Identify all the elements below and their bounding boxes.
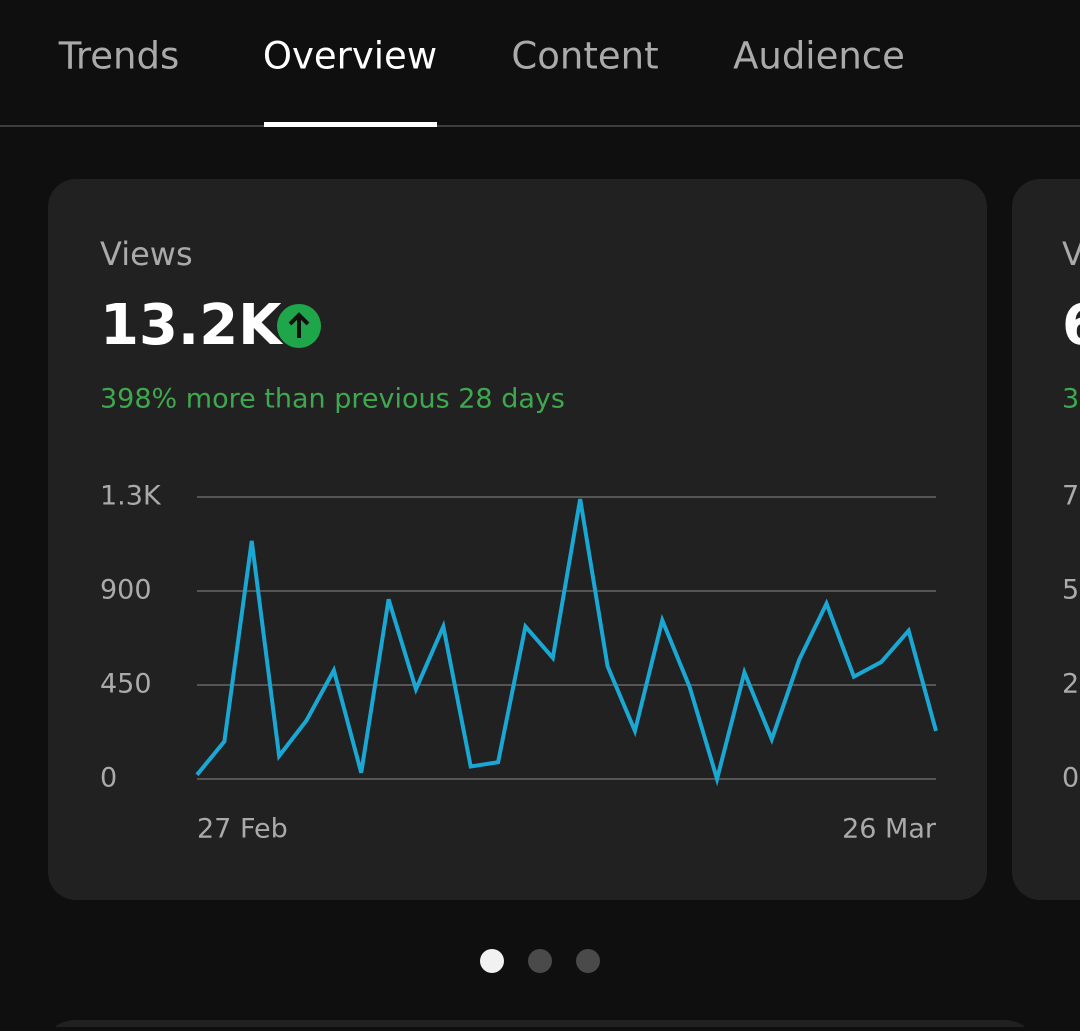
x-tick-label: 27 Feb [197,814,288,845]
y-tick-label: 450 [100,669,152,700]
y-tick-label: 1.3K [100,481,162,512]
next-card-title: V [1062,235,1080,273]
x-tick-label: 26 Mar [842,814,937,845]
page-dot[interactable] [480,949,504,973]
y-tick-label: 0 [100,763,117,794]
next-card-tick: 2 [1062,669,1079,700]
line [195,498,938,787]
next-card-tick: 0 [1062,763,1079,794]
next-section [50,1020,1030,1031]
tab-divider [0,125,1080,127]
card-value: 13.2K [100,293,284,358]
card-title: Views [100,235,193,273]
tab[interactable]: Trends [58,35,180,78]
card[interactable] [48,179,987,900]
next-card-tick: 7 [1062,481,1079,512]
next-card-tick: 5 [1062,575,1079,606]
tab[interactable]: Audience [733,35,905,78]
card-subtitle: 398% more than previous 28 days [100,384,565,415]
tab-active[interactable]: Overview [263,35,437,78]
chart: 0 450 900 1.3K 27 Feb 26 Mar [100,481,938,845]
y-tick-label: 900 [100,575,152,606]
tab[interactable]: Content [511,35,658,78]
next-card-subtitle: 3 [1062,384,1079,415]
next-card-value: 6 [1062,293,1080,358]
up-arrow [288,312,310,338]
page-dot[interactable] [576,949,600,973]
tab-indicator [264,122,437,127]
page-dot[interactable] [528,949,552,973]
next-card[interactable] [1012,179,1080,900]
